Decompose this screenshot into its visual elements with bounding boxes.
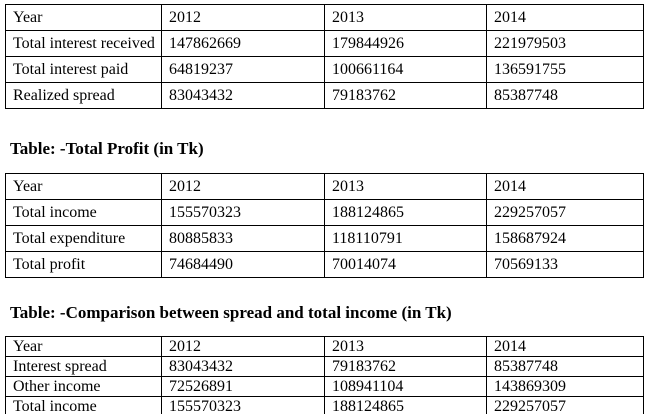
- table-row: Other income 72526891 108941104 14386930…: [5, 376, 644, 397]
- table-cell: 74684490: [161, 251, 325, 278]
- table-cell: 83043432: [161, 82, 325, 109]
- table-cell: 100661164: [324, 56, 487, 83]
- table-row: Total income 155570323 188124865 2292570…: [5, 396, 644, 414]
- row-label-cell: Total expenditure: [5, 225, 162, 252]
- spread-income-comparison-table: Year 2012 2013 2014 Interest spread 8304…: [5, 336, 644, 414]
- table-cell: 155570323: [161, 396, 325, 414]
- table-cell: 143869309: [486, 376, 644, 397]
- row-label-cell: Interest spread: [5, 356, 162, 377]
- table-cell: 70569133: [486, 251, 644, 278]
- table-cell: 108941104: [324, 376, 487, 397]
- row-label-cell: Realized spread: [5, 82, 162, 109]
- row-label-cell: Total income: [5, 396, 162, 414]
- table-cell: 188124865: [324, 199, 487, 226]
- table-cell: 118110791: [324, 225, 487, 252]
- table-header-cell: 2014: [486, 173, 644, 200]
- table-cell: 79183762: [324, 82, 487, 109]
- table-cell: 136591755: [486, 56, 644, 83]
- table-header-row: Year 2012 2013 2014: [5, 4, 644, 31]
- table-cell: 85387748: [486, 82, 644, 109]
- table-row: Total interest received 147862669 179844…: [5, 30, 644, 57]
- table-row: Total profit 74684490 70014074 70569133: [5, 251, 644, 278]
- table-row: Total income 155570323 188124865 2292570…: [5, 199, 644, 226]
- table-header-cell: 2012: [161, 4, 325, 31]
- table-cell: 70014074: [324, 251, 487, 278]
- table-cell: 229257057: [486, 199, 644, 226]
- table-row: Realized spread 83043432 79183762 853877…: [5, 82, 644, 109]
- table-header-cell: Year: [5, 336, 162, 357]
- table-cell: 85387748: [486, 356, 644, 377]
- row-label-cell: Other income: [5, 376, 162, 397]
- table-header-cell: 2014: [486, 4, 644, 31]
- table-header-cell: 2013: [324, 173, 487, 200]
- table-header-row: Year 2012 2013 2014: [5, 336, 644, 357]
- realized-spread-table: Year 2012 2013 2014 Total interest recei…: [5, 4, 644, 109]
- table-header-cell: 2013: [324, 4, 487, 31]
- table-row: Interest spread 83043432 79183762 853877…: [5, 356, 644, 377]
- row-label-cell: Total profit: [5, 251, 162, 278]
- table-cell: 229257057: [486, 396, 644, 414]
- table-header-cell: 2013: [324, 336, 487, 357]
- table-cell: 80885833: [161, 225, 325, 252]
- table-header-cell: Year: [5, 173, 162, 200]
- table-cell: 155570323: [161, 199, 325, 226]
- table-cell: 221979503: [486, 30, 644, 57]
- table-header-cell: 2012: [161, 336, 325, 357]
- table-row: Total interest paid 64819237 100661164 1…: [5, 56, 644, 83]
- total-profit-table-title: Table: -Total Profit (in Tk): [10, 139, 204, 158]
- total-profit-table: Year 2012 2013 2014 Total income 1555703…: [5, 173, 644, 278]
- row-label-cell: Total interest paid: [5, 56, 162, 83]
- table-cell: 188124865: [324, 396, 487, 414]
- row-label-cell: Total interest received: [5, 30, 162, 57]
- comparison-table-title: Table: -Comparison between spread and to…: [10, 303, 452, 322]
- table-header-cell: Year: [5, 4, 162, 31]
- table-cell: 79183762: [324, 356, 487, 377]
- table-cell: 72526891: [161, 376, 325, 397]
- table-header-cell: 2014: [486, 336, 644, 357]
- table-cell: 158687924: [486, 225, 644, 252]
- table-cell: 83043432: [161, 356, 325, 377]
- table-cell: 64819237: [161, 56, 325, 83]
- table-cell: 179844926: [324, 30, 487, 57]
- table-row: Total expenditure 80885833 118110791 158…: [5, 225, 644, 252]
- table-cell: 147862669: [161, 30, 325, 57]
- table-header-cell: 2012: [161, 173, 325, 200]
- row-label-cell: Total income: [5, 199, 162, 226]
- table-header-row: Year 2012 2013 2014: [5, 173, 644, 200]
